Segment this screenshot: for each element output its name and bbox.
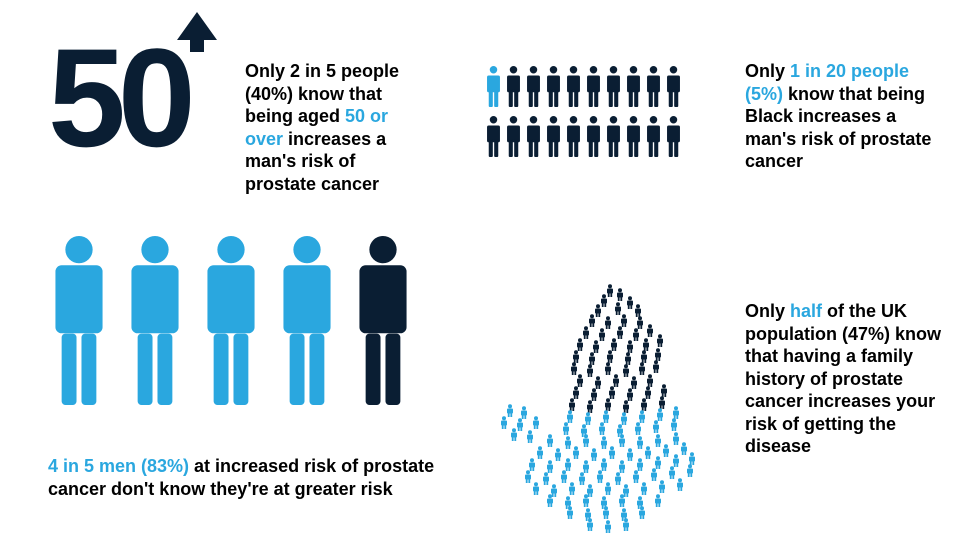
person-large-icon [276, 235, 338, 410]
stat-risk-text: 4 in 5 men (83%) at increased risk of pr… [48, 455, 438, 500]
person-small-icon [625, 115, 642, 162]
big-fifty: 50 [48, 28, 188, 168]
person-small-icon [625, 65, 642, 112]
person-small-icon [645, 65, 662, 112]
person-small-icon [565, 65, 582, 112]
stat-age-text: Only 2 in 5 people (40%) know that being… [245, 60, 425, 195]
person-small-icon [585, 65, 602, 112]
person-small-icon [525, 65, 542, 112]
person-large-icon [200, 235, 262, 410]
people-row-5 [48, 235, 414, 410]
uk-map-icon [480, 280, 720, 540]
person-small-icon [485, 65, 502, 112]
person-small-icon [545, 65, 562, 112]
stat-uk-highlight: half [790, 301, 822, 321]
stat-black-pre: Only [745, 61, 790, 81]
person-small-icon [505, 65, 522, 112]
stat-uk-text: Only half of the UK population (47%) kno… [745, 300, 945, 458]
person-large-icon [124, 235, 186, 410]
person-small-icon [605, 65, 622, 112]
stat-uk-pre: Only [745, 301, 790, 321]
person-small-icon [665, 65, 682, 112]
person-small-icon [565, 115, 582, 162]
person-small-icon [605, 115, 622, 162]
person-small-icon [545, 115, 562, 162]
stat-risk-highlight: 4 in 5 men (83%) [48, 456, 189, 476]
person-large-icon [48, 235, 110, 410]
people-grid-20 [485, 65, 682, 112]
person-large-icon [352, 235, 414, 410]
person-small-icon [485, 115, 502, 162]
stat-uk-pct: (47%) [842, 324, 890, 344]
person-small-icon [665, 115, 682, 162]
person-small-icon [505, 115, 522, 162]
person-small-icon [645, 115, 662, 162]
person-small-icon [525, 115, 542, 162]
people-grid-20-row2 [485, 115, 682, 162]
person-small-icon [585, 115, 602, 162]
stat-black-text: Only 1 in 20 people (5%) know that being… [745, 60, 945, 173]
